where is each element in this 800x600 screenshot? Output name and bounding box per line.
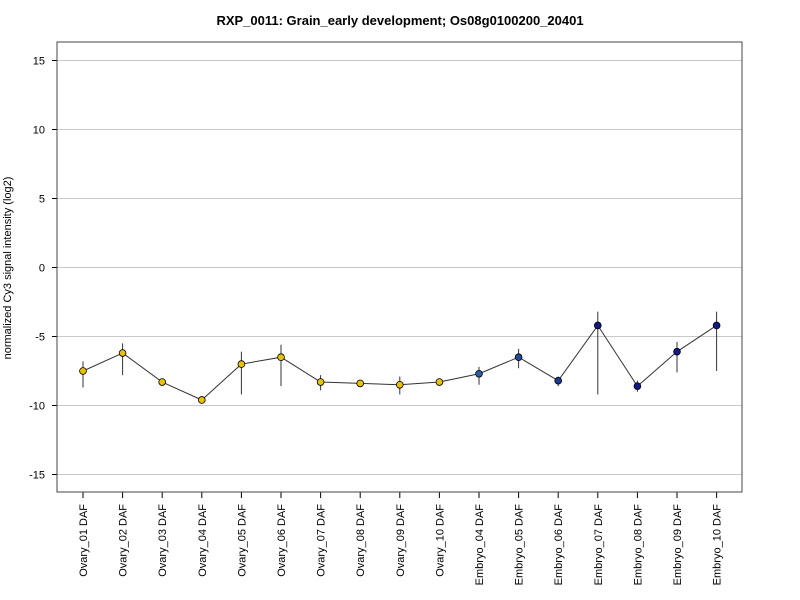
data-points xyxy=(79,321,721,404)
data-point xyxy=(237,360,246,368)
data-point xyxy=(593,321,602,330)
x-tick-label: Ovary_10 DAF xyxy=(434,504,446,577)
x-tick-label: Ovary_06 DAF xyxy=(276,504,288,577)
x-axis: Ovary_01 DAF Ovary_02 DAF Ovary_03 DAF Ovar… xyxy=(78,492,724,585)
x-tick-label: Ovary_05 DAF xyxy=(236,504,248,577)
x-tick-label: Ovary_02 DAF xyxy=(118,504,130,577)
data-point xyxy=(356,379,365,388)
y-tick-label: 0 xyxy=(39,263,45,275)
x-tick-label: Embryo_06 DAF xyxy=(553,504,565,586)
x-tick-label: Ovary_03 DAF xyxy=(157,504,169,577)
y-tick-label: 10 xyxy=(33,125,45,137)
y-tick-label: -5 xyxy=(35,332,45,344)
grid-lines xyxy=(57,60,742,475)
x-tick-label: Embryo_09 DAF xyxy=(672,504,684,586)
x-tick-label: Embryo_05 DAF xyxy=(514,504,526,586)
data-point xyxy=(395,380,404,389)
x-tick-label: Ovary_04 DAF xyxy=(197,504,209,577)
plot-frame xyxy=(56,41,743,493)
data-point xyxy=(633,382,642,390)
data-point xyxy=(435,378,444,386)
x-tick-label: Embryo_04 DAF xyxy=(474,504,486,586)
chart-title: RXP_0011: Grain_early development; Os08g… xyxy=(216,13,584,28)
data-point xyxy=(316,378,325,386)
y-tick-label: -10 xyxy=(29,401,45,413)
y-axis: -15 -10 -5 0 5 10 15 xyxy=(29,56,57,482)
data-point xyxy=(79,367,87,375)
x-tick-label: Ovary_07 DAF xyxy=(316,504,328,577)
data-point xyxy=(475,369,483,378)
y-tick-label: 5 xyxy=(39,194,45,206)
x-tick-label: Ovary_01 DAF xyxy=(78,504,90,577)
x-tick-label: Embryo_08 DAF xyxy=(632,504,644,586)
x-tick-label: Embryo_07 DAF xyxy=(593,504,605,586)
y-tick-label: -15 xyxy=(29,470,45,482)
y-tick-label: 15 xyxy=(33,56,45,68)
data-point xyxy=(554,376,562,385)
x-tick-label: Ovary_09 DAF xyxy=(395,504,407,577)
data-point xyxy=(198,396,206,404)
data-point xyxy=(673,347,681,356)
data-point xyxy=(712,321,721,330)
data-point xyxy=(277,353,285,362)
data-point xyxy=(118,349,127,357)
x-tick-label: Embryo_10 DAF xyxy=(712,504,724,586)
data-point xyxy=(158,378,167,386)
data-point xyxy=(514,353,523,362)
x-tick-label: Ovary_08 DAF xyxy=(355,504,367,577)
